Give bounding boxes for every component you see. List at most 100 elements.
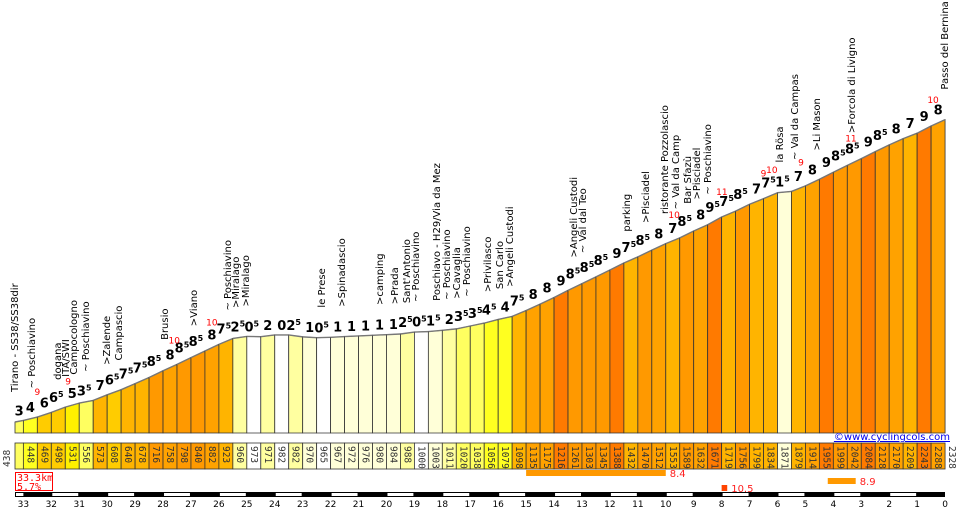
grade-label: 3	[15, 404, 24, 419]
grade-label: 9	[864, 136, 873, 151]
grade-label: 1	[389, 318, 398, 333]
elevation-cell-label: 1879	[792, 446, 803, 469]
elevation-cell-label: 1020	[457, 446, 468, 469]
km-tick-label: 15	[520, 500, 531, 510]
start-elevation: 438	[2, 450, 13, 467]
place-label: >camping	[375, 253, 386, 305]
profile-line	[442, 328, 457, 332]
copyright-link[interactable]: ©www.cyclingcols.com	[834, 432, 950, 443]
place-label: ~ Poschiavino	[703, 124, 714, 194]
grade-label: 9	[822, 156, 831, 171]
place-label: la Rösa	[775, 126, 786, 162]
profile-segment	[511, 309, 527, 434]
profile-line	[176, 357, 192, 366]
steepest-section-bar	[721, 485, 728, 491]
profile-segment	[916, 125, 932, 434]
grade-label: 0	[277, 319, 286, 334]
km-tick-label: 26	[213, 500, 225, 510]
elevation-cell-label: 970	[304, 446, 315, 463]
place-label: Campascio	[114, 306, 125, 361]
elevation-cell-label: 469	[38, 446, 49, 463]
elevation-cell-label: 573	[94, 446, 105, 463]
profile-line	[204, 343, 220, 352]
profile-segment	[791, 185, 806, 434]
place-label: ~ Poschiavino	[223, 240, 234, 310]
km-tick-label: 22	[325, 500, 336, 510]
km-tick-label: 6	[775, 500, 781, 510]
km-scale-gap	[666, 493, 693, 496]
elevation-cell-label: 988	[401, 446, 412, 463]
profile-segment	[162, 363, 178, 434]
profile-line	[344, 335, 359, 338]
profile-line	[92, 394, 108, 402]
profile-segment	[735, 203, 750, 434]
elevation-cell-label: 1470	[639, 446, 650, 469]
grade-label: 15	[426, 313, 441, 329]
elevation-cell-label: 1175	[541, 446, 552, 469]
profile-segment	[623, 256, 639, 434]
km-tick-label: 21	[353, 500, 364, 510]
elevation-cell-label: 1719	[723, 446, 734, 469]
elevation-cell-label: 716	[150, 446, 161, 463]
max-grade-label: 9	[34, 388, 40, 398]
km-scale-gap	[219, 493, 246, 496]
km-tick-label: 23	[297, 500, 308, 510]
profile-segment	[665, 237, 681, 434]
elevation-cell-label: 960	[234, 446, 245, 463]
km-tick-label: 31	[74, 500, 85, 510]
elevation-cell-label: 1834	[765, 446, 776, 469]
place-label: >Forcola di Livigno	[847, 37, 858, 133]
elevation-cell-label: 1098	[513, 446, 524, 469]
grade-label: 8	[207, 328, 216, 343]
profile-segment	[497, 315, 513, 434]
grade-label: 85	[831, 148, 846, 164]
elevation-cell-label: 982	[290, 446, 301, 463]
km-tick-label: 18	[437, 500, 449, 510]
grade-label: 7	[794, 170, 803, 185]
elevation-cell-label: 1261	[569, 446, 580, 469]
profile-segment	[358, 334, 373, 434]
profile-segment	[469, 322, 485, 434]
elevation-cell-label: 798	[178, 446, 189, 463]
km-scale-gap	[778, 493, 805, 496]
place-label: ~ Poschiavino	[81, 301, 92, 371]
profile-line	[763, 192, 778, 200]
profile-line	[190, 350, 206, 359]
profile-segment	[707, 216, 723, 434]
km-tick-label: 2	[886, 500, 892, 510]
km-scale-gap	[890, 493, 917, 496]
km-scale-bar	[15, 492, 945, 497]
profile-segment	[106, 389, 122, 434]
profile-segment	[36, 411, 52, 434]
grade-label: 85	[580, 260, 595, 276]
profile-line	[525, 303, 541, 312]
place-label: >Viano	[189, 290, 200, 326]
grade-label: 1	[361, 319, 370, 334]
place-label: >Miralago	[231, 257, 242, 308]
elevation-cell-label: 1003	[429, 446, 440, 469]
km-tick-label: 13	[576, 500, 587, 510]
grade-label: 7	[668, 222, 677, 237]
profile-line	[791, 185, 806, 193]
place-label: >Prada	[390, 267, 401, 304]
km-tick-label: 4	[830, 500, 836, 510]
profile-line	[735, 203, 750, 212]
elevation-cell-label: 556	[80, 446, 91, 463]
elevation-cell-label: 1388	[611, 446, 622, 469]
grade-label: 85	[873, 128, 888, 144]
km-tick-label: 10	[660, 500, 672, 510]
elevation-cell-label: 973	[248, 446, 259, 463]
place-label: ~ Poschiavino	[27, 318, 38, 388]
profile-segment	[78, 399, 94, 434]
profile-line	[330, 335, 345, 339]
profile-line	[805, 178, 820, 187]
profile-line	[777, 190, 792, 194]
km-tick-label: 20	[381, 500, 393, 510]
profile-line	[51, 406, 66, 414]
km-tick-label: 12	[604, 500, 615, 510]
profile-line	[581, 276, 597, 285]
grade-label: 8	[165, 348, 174, 363]
grade-label: 2	[445, 313, 454, 328]
place-label: >Pisciadel	[692, 148, 703, 200]
